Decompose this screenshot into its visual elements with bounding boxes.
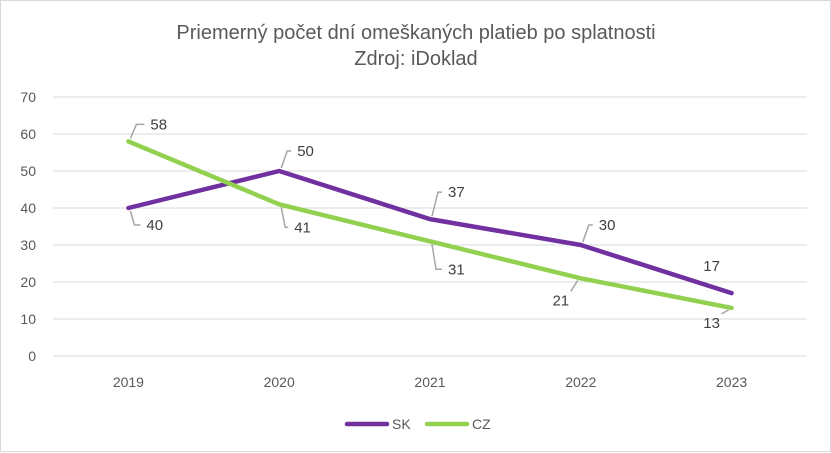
chart-subtitle: Zdroj: iDoklad [354,48,477,70]
data-label-sk: 40 [146,217,163,234]
label-leader-line [431,191,442,217]
chart-title: Priemerný počet dní omeškaných platieb p… [176,22,655,44]
data-label-cz: 58 [150,116,167,133]
data-point-sk [278,170,281,172]
y-tick-label: 0 [28,348,36,364]
x-tick-label: 2021 [414,374,445,390]
y-tick-label: 10 [20,311,36,327]
y-tick-label: 40 [20,200,36,216]
data-point-sk [579,244,582,246]
series-line-cz [126,139,734,311]
series-line-sk [126,168,734,296]
label-leader-line [431,244,442,271]
data-point-sk [127,207,130,209]
legend-label-cz: CZ [472,416,491,432]
data-label-sk: 37 [448,184,465,201]
data-label-cz: 13 [703,315,720,332]
x-tick-label: 2023 [716,374,747,390]
label-leader-line [129,123,145,139]
data-point-cz [127,140,130,143]
label-leader-line [280,207,289,229]
data-label-sk: 50 [297,143,314,160]
data-label-cz: 31 [448,261,465,278]
data-point-sk [730,292,733,295]
y-tick-label: 70 [20,89,36,105]
data-point-cz [579,277,582,280]
y-tick-label: 50 [20,163,36,179]
x-tick-label: 2022 [565,374,596,390]
label-leader-line [570,279,579,292]
label-leader-line [721,309,729,315]
label-leader-line [582,224,593,243]
data-point-sk [429,218,431,221]
data-label-cz: 41 [294,219,311,236]
data-label-sk: 30 [599,217,616,234]
x-tick-label: 2020 [264,374,295,390]
y-tick-label: 60 [20,126,36,142]
data-point-cz [278,203,281,206]
label-leader-line [129,210,141,226]
data-point-cz [429,240,431,243]
data-point-cz [730,306,733,309]
y-tick-label: 20 [20,274,36,290]
data-label-sk: 17 [703,258,720,275]
label-leader-line [280,150,292,169]
x-tick-label: 2019 [113,374,144,390]
legend-label-sk: SK [392,416,411,432]
data-label-cz: 21 [552,292,569,309]
y-tick-label: 30 [20,237,36,253]
